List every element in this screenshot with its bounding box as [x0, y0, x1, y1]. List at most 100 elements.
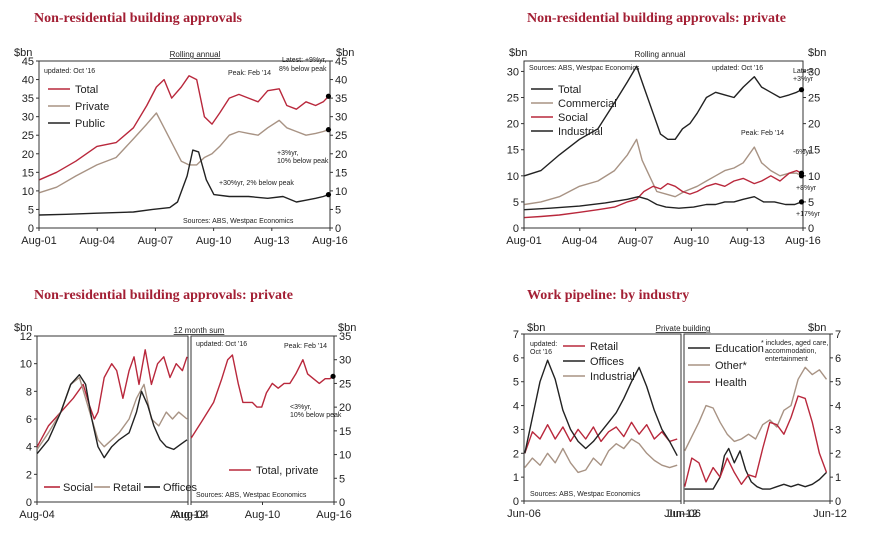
chart-4-source: Sources: ABS, Westpac Economics: [530, 491, 641, 498]
chart-3-right-frame: [191, 336, 334, 502]
chart-4-y-right-label: 5: [835, 377, 841, 389]
chart-1-series-public-latest-dot: [326, 192, 331, 197]
chart-4-right-legend-other-label: Other*: [715, 360, 748, 372]
chart-3-y-right-label: 25: [339, 378, 351, 390]
chart-1-y-left-label: 15: [22, 167, 34, 179]
chart-2-series-industrial-latest-dot: [799, 199, 804, 204]
chart-2-note: updated: Oct '16: [712, 65, 763, 72]
chart-4-y-left-label: 1: [513, 472, 519, 484]
chart-4-right-legend-education-label: Education: [715, 343, 764, 355]
chart-4-y-left-label: 5: [513, 377, 519, 389]
chart-1-annotation-public: +30%yr, 2% below peak: [219, 180, 294, 187]
chart-1-y-left-label: 20: [22, 149, 34, 161]
chart-1-x-label: Aug-01: [21, 235, 56, 247]
chart-3-y-left-label: 10: [20, 359, 32, 371]
chart-4-y-left-label: 6: [513, 353, 519, 365]
chart-4-y-right-label: 4: [835, 401, 841, 413]
chart-4-y-right-label: 6: [835, 353, 841, 365]
chart-1-y-left-label: 25: [22, 130, 34, 142]
chart-2-annotation-commercial: -6%yr: [793, 149, 812, 156]
chart-1-series-private-latest-dot: [326, 127, 331, 132]
chart-3-y-left-label: 4: [26, 442, 32, 454]
chart-4-y-left-label: 3: [513, 424, 519, 436]
chart-2-y-right-label: 5: [808, 197, 814, 209]
chart-4-left-legend-industrial-label: Industrial: [590, 371, 635, 383]
chart-1-source: Sources: ABS, Westpac Economics: [183, 218, 294, 225]
chart-1-y-left-label: 5: [28, 204, 34, 216]
chart-3-right-x-label: Aug-04: [173, 509, 208, 521]
chart-4-y-right-label: 0: [835, 496, 841, 508]
chart-2-y-left-label: 5: [513, 197, 519, 209]
chart-1-unit-right: $bn: [336, 47, 354, 59]
chart-2-source: Sources: ABS, Westpac Economics: [529, 65, 640, 72]
chart-2-annotation-latest-2: +3%yr: [793, 76, 814, 83]
chart-4-left-series-retail-line: [525, 422, 677, 453]
chart-3-right-legend-total-private-label: Total, private: [256, 465, 318, 477]
chart-1-subtitle: Rolling annual: [170, 50, 221, 59]
chart-4-subtitle: Private building: [656, 324, 711, 333]
chart-2-y-right-label: 20: [808, 119, 820, 131]
chart-3-y-right-label: 15: [339, 426, 351, 438]
chart-2-series-industrial-line: [524, 197, 801, 210]
chart-4-right-frame: [684, 334, 830, 501]
chart-4-note-1: updated:: [530, 341, 557, 348]
chart-2-legend-industrial-label: Industrial: [558, 126, 603, 138]
chart-1-x-label: Aug-16: [312, 235, 347, 247]
chart-3-y-left-label: 6: [26, 414, 32, 426]
chart-2-y-left-label: 20: [507, 119, 519, 131]
chart-1-annotation-private-1: +3%yr,: [277, 150, 299, 157]
chart-2-y-left-label: 15: [507, 145, 519, 157]
chart-4-footnote-2: accommodation,: [765, 348, 816, 355]
chart-4-unit-right: $bn: [808, 322, 826, 334]
chart-3-y-right-label: 0: [339, 497, 345, 509]
chart-1-y-right-label: 10: [335, 186, 347, 198]
chart-3-annotation-latest-2: 10% below peak: [290, 412, 342, 419]
chart-4-y-right-label: 3: [835, 424, 841, 436]
chart-4-left-series-industrial-line: [525, 439, 677, 472]
chart-4-y-left-label: 7: [513, 329, 519, 341]
chart-2-y-right-label: 0: [808, 223, 814, 235]
chart-4-unit-left: $bn: [527, 322, 545, 334]
chart-4-right-x-label: Jun-06: [667, 508, 701, 520]
chart-4-right-series-health-line: [685, 396, 827, 487]
chart-1-y-right-label: 20: [335, 149, 347, 161]
chart-1-note: updated: Oct '16: [44, 68, 95, 75]
chart-1-y-right-label: 25: [335, 130, 347, 142]
chart-2-legend-social-label: Social: [558, 112, 588, 124]
chart-3-y-left-label: 0: [26, 497, 32, 509]
chart-2-x-label: Aug-04: [562, 235, 597, 247]
chart-3-left-legend-retail-label: Retail: [113, 482, 141, 494]
chart-4-y-left-label: 2: [513, 448, 519, 460]
chart-1-x-label: Aug-04: [79, 235, 114, 247]
chart-1-y-left-label: 10: [22, 186, 34, 198]
chart-1-legend-public-label: Public: [75, 118, 105, 130]
chart-2-x-label: Aug-16: [785, 235, 820, 247]
chart-1-annotation-latest-2: 8% below peak: [279, 66, 327, 73]
chart-3-y-right-label: 5: [339, 473, 345, 485]
chart-2-y-left-label: 0: [513, 223, 519, 235]
chart-4-left-legend-retail-label: Retail: [590, 341, 618, 353]
chart-1-unit-left: $bn: [14, 47, 32, 59]
chart-1-annotation-private-2: 10% below peak: [277, 158, 329, 165]
chart-1-y-right-label: 40: [335, 75, 347, 87]
charts-canvas: 051015202530354045051015202530354045Aug-…: [0, 0, 872, 534]
chart-3-left-x-label: Aug-04: [19, 509, 54, 521]
chart-1-y-right-label: 0: [335, 223, 341, 235]
chart-1-x-label: Aug-13: [254, 235, 289, 247]
chart-1-annotation-peak: Peak: Feb '14: [228, 70, 271, 77]
chart-2-series-social-latest-dot: [799, 171, 804, 176]
chart-3-left-legend-social-label: Social: [63, 482, 93, 494]
chart-3-subtitle: 12 month sum: [174, 326, 225, 335]
chart-2-legend-commercial-label: Commercial: [558, 98, 617, 110]
chart-4-left-x-label: Jun-06: [507, 508, 541, 520]
chart-3-unit-left: $bn: [14, 322, 32, 334]
chart-1-y-right-label: 30: [335, 112, 347, 124]
chart-3-y-left-label: 2: [26, 469, 32, 481]
chart-4-footnote-1: * includes, aged care,: [761, 340, 828, 347]
chart-3-y-right-label: 10: [339, 450, 351, 462]
chart-2-y-left-label: 30: [507, 66, 519, 78]
chart-2-annotation-latest-1: Latest: [793, 68, 812, 75]
chart-3-right-series-total-private-line: [191, 355, 333, 438]
chart-2-legend-total-label: Total: [558, 84, 581, 96]
chart-2-x-label: Aug-10: [674, 235, 709, 247]
